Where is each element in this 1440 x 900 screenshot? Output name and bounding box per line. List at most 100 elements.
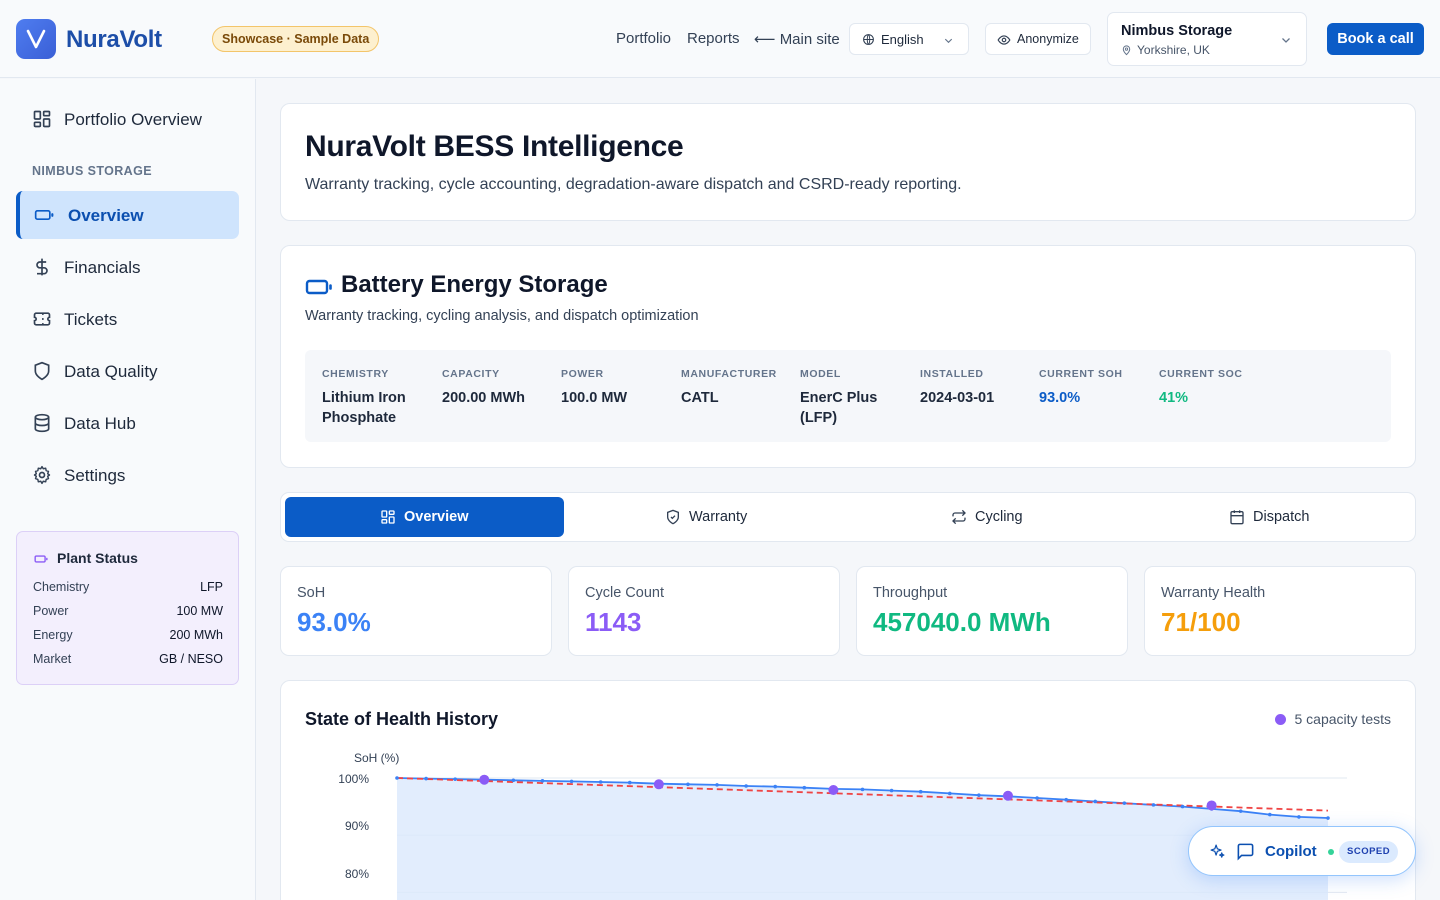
kpi-label: Throughput [873, 585, 948, 601]
spec-value: 2024-03-01 [920, 390, 995, 406]
soh-point [395, 776, 399, 780]
plant-status-key: Chemistry [33, 580, 90, 594]
kpi-value: 71/100 [1161, 607, 1241, 637]
page-title: NuraVolt BESS Intelligence [305, 130, 684, 163]
spec-value: 41% [1159, 390, 1189, 406]
sidebar-item-label: Financials [64, 258, 141, 277]
spec-manufacturer: MANUFACTURER CATL [681, 368, 791, 408]
copilot-button[interactable]: Copilot SCOPED [1188, 826, 1416, 876]
soh-chart: SoH (%) 100% 90% 80% [338, 751, 1347, 900]
spec-value: Lithium Iron Phosphate [322, 390, 406, 426]
grid-icon [381, 510, 395, 524]
sidebar-item-label: Data Quality [64, 362, 158, 381]
sidebar-item-portfolio-overview[interactable]: Portfolio Overview [16, 95, 239, 143]
brand-name[interactable]: NuraVolt [66, 26, 162, 53]
kpi-value: 93.0% [297, 607, 371, 637]
sidebar-item-tickets[interactable]: Tickets [16, 295, 239, 343]
spec-model: MODEL EnerC Plus (LFP) [800, 368, 910, 428]
battery-icon [305, 279, 332, 295]
spec-power: POWER 100.0 MW [561, 368, 671, 408]
chevron-down-icon [944, 38, 953, 44]
soh-point [511, 778, 516, 783]
sidebar-item-label: Settings [64, 466, 126, 485]
sidebar-item-data-hub[interactable]: Data Hub [16, 399, 239, 447]
plant-status-row: Chemistry LFP [33, 580, 223, 594]
spec-chemistry: CHEMISTRY Lithium Iron Phosphate [322, 368, 432, 428]
tab-label: Cycling [975, 509, 1023, 525]
sidebar-item-settings[interactable]: Settings [16, 451, 239, 499]
book-call-button[interactable]: Book a call [1327, 23, 1424, 55]
spec-key: CURRENT SOH [1039, 368, 1123, 380]
sidebar: Portfolio Overview NIMBUS STORAGE Overvi… [0, 79, 256, 900]
anonymize-button[interactable]: Anonymize [985, 23, 1091, 55]
sidebar-item-label: Data Hub [64, 414, 136, 433]
nav-portfolio-link[interactable]: Portfolio [616, 30, 672, 47]
brand-logo-icon[interactable] [16, 19, 56, 59]
soh-point [1326, 816, 1330, 820]
nav-main-site-link[interactable]: ⟵ Main site [754, 30, 840, 48]
soh-point [1064, 797, 1068, 802]
site-selector[interactable]: Nimbus Storage Yorkshire, UK [1107, 12, 1307, 66]
nav-reports-link[interactable]: Reports [687, 30, 740, 47]
capacity-test-point [1002, 790, 1013, 801]
asset-spec-panel: CHEMISTRY Lithium Iron Phosphate CAPACITY… [305, 350, 1391, 442]
shield-icon [34, 361, 50, 381]
soh-point [918, 789, 923, 794]
tab-overview[interactable]: Overview [285, 497, 564, 537]
tab-label: Warranty [689, 509, 748, 525]
soh-point [977, 793, 981, 797]
message-square-icon [1237, 843, 1254, 861]
capacity-test-point [653, 779, 664, 790]
sidebar-section-title: NIMBUS STORAGE [32, 164, 152, 178]
y-tick-label: 90% [345, 819, 369, 833]
soh-point [453, 777, 457, 781]
plant-status-title: Plant Status [57, 550, 138, 566]
tab-dispatch[interactable]: Dispatch [1132, 497, 1411, 537]
plant-status-key: Energy [33, 628, 73, 642]
spec-value: CATL [681, 390, 719, 406]
plant-status-value: GB / NESO [159, 652, 223, 666]
soh-point [947, 791, 952, 796]
kpi-throughput: Throughput 457040.0 MWh [856, 566, 1128, 656]
capacity-test-point [828, 785, 839, 796]
dollar-icon [36, 258, 48, 276]
kpi-soh: SoH 93.0% [280, 566, 552, 656]
gear-icon [33, 465, 51, 485]
battery-icon [34, 555, 48, 563]
kpi-warranty-health: Warranty Health 71/100 [1144, 566, 1416, 656]
spec-key: MANUFACTURER [681, 368, 777, 380]
legend-label: 5 capacity tests [1294, 711, 1392, 727]
sidebar-item-financials[interactable]: Financials [16, 243, 239, 291]
language-select[interactable]: English [849, 23, 969, 55]
plant-status-value: 100 MW [176, 604, 223, 618]
spec-current-soc: CURRENT SOC 41% [1159, 368, 1269, 408]
tab-cycling[interactable]: Cycling [850, 497, 1129, 537]
chevron-down-icon [1282, 38, 1290, 43]
kpi-cycle-count: Cycle Count 1143 [568, 566, 840, 656]
kpi-label: Warranty Health [1161, 585, 1266, 601]
kpi-label: Cycle Count [585, 585, 664, 601]
spec-capacity: CAPACITY 200.00 MWh [442, 368, 552, 408]
eye-icon [997, 35, 1011, 45]
ticket-icon [33, 312, 51, 326]
soh-point [424, 776, 428, 781]
soh-area [397, 778, 1328, 900]
sidebar-item-overview[interactable]: Overview [16, 191, 239, 239]
spec-key: CHEMISTRY [322, 368, 389, 380]
y-axis-label: SoH (%) [354, 751, 399, 765]
site-name: Nimbus Storage [1121, 23, 1233, 39]
database-icon [34, 413, 50, 433]
soh-point [889, 788, 894, 793]
anonymize-label: Anonymize [1017, 32, 1079, 46]
site-location: Yorkshire, UK [1137, 43, 1210, 57]
map-pin-icon [1122, 45, 1131, 56]
tab-label: Overview [404, 509, 469, 525]
capacity-test-point [1206, 800, 1217, 811]
soh-point [1151, 803, 1156, 807]
main-site-label: Main site [779, 31, 840, 48]
plant-status-value: 200 MWh [169, 628, 224, 642]
sidebar-item-data-quality[interactable]: Data Quality [16, 347, 239, 395]
tab-warranty[interactable]: Warranty [568, 497, 847, 537]
asset-tabs: Overview Warranty Cycling Dispatch [280, 492, 1416, 542]
online-status-dot [1328, 849, 1334, 855]
